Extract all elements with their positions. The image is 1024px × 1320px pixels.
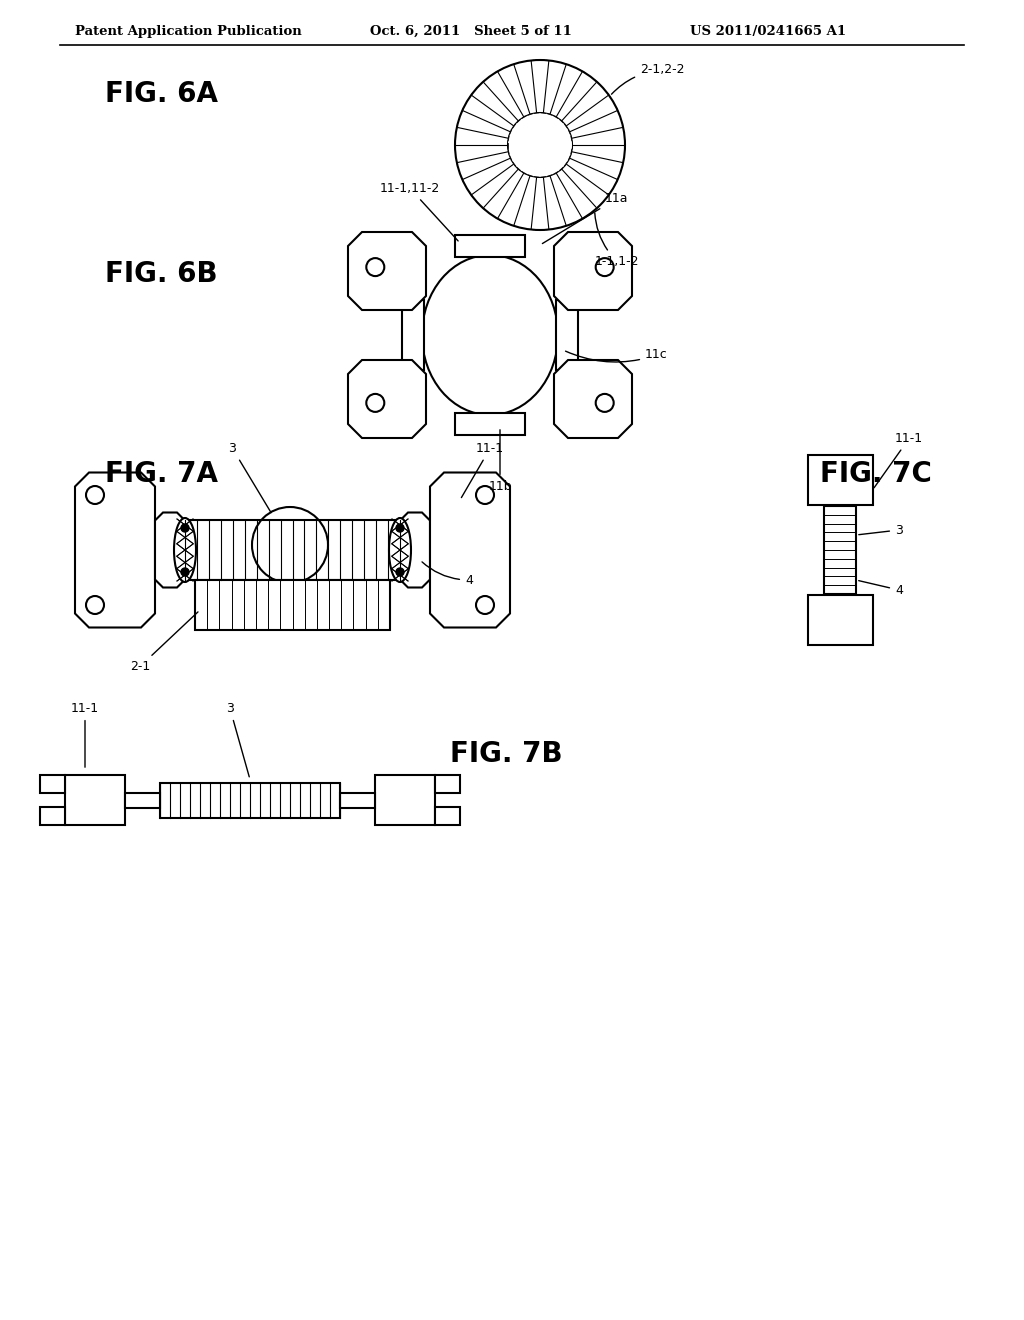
- Text: FIG. 6A: FIG. 6A: [105, 81, 218, 108]
- Polygon shape: [75, 473, 155, 627]
- Text: 2-1,2-2: 2-1,2-2: [611, 63, 684, 94]
- Polygon shape: [348, 360, 426, 438]
- Text: 11-1: 11-1: [874, 432, 923, 487]
- Text: 4: 4: [859, 581, 903, 597]
- Polygon shape: [554, 360, 632, 438]
- Text: US 2011/0241665 A1: US 2011/0241665 A1: [690, 25, 846, 38]
- Circle shape: [396, 524, 404, 532]
- Bar: [435, 775, 460, 793]
- Text: FIG. 7A: FIG. 7A: [105, 459, 218, 488]
- Circle shape: [508, 114, 572, 177]
- Text: 3: 3: [859, 524, 903, 536]
- Bar: [455, 235, 525, 257]
- Bar: [125, 792, 160, 808]
- Polygon shape: [348, 232, 426, 310]
- Bar: [160, 783, 340, 817]
- Bar: [808, 455, 872, 506]
- Bar: [402, 300, 424, 370]
- Text: 11-1: 11-1: [71, 702, 99, 767]
- Ellipse shape: [174, 517, 196, 582]
- Text: 2-1: 2-1: [130, 612, 198, 673]
- Bar: [808, 595, 872, 645]
- Polygon shape: [554, 232, 632, 310]
- Text: 11-1,11-2: 11-1,11-2: [380, 182, 458, 242]
- Text: 4: 4: [422, 562, 473, 586]
- Bar: [340, 792, 375, 808]
- Text: FIG. 6B: FIG. 6B: [105, 260, 218, 288]
- Circle shape: [181, 524, 189, 532]
- Bar: [556, 300, 578, 370]
- Text: 3: 3: [226, 702, 249, 777]
- Text: 3: 3: [228, 442, 271, 512]
- Bar: [65, 775, 125, 825]
- Text: 1-1,1-2: 1-1,1-2: [595, 213, 640, 268]
- Text: 11a: 11a: [543, 191, 629, 244]
- Polygon shape: [155, 512, 185, 587]
- Bar: [455, 413, 525, 436]
- Polygon shape: [430, 473, 510, 627]
- Bar: [195, 579, 390, 630]
- Text: FIG. 7B: FIG. 7B: [450, 741, 562, 768]
- Bar: [435, 807, 460, 825]
- Text: 11-1: 11-1: [462, 442, 504, 498]
- Polygon shape: [400, 512, 430, 587]
- Bar: [40, 775, 65, 793]
- Ellipse shape: [389, 517, 411, 582]
- Circle shape: [181, 568, 189, 576]
- Bar: [824, 506, 856, 594]
- Text: Patent Application Publication: Patent Application Publication: [75, 25, 302, 38]
- Bar: [375, 775, 435, 825]
- Text: FIG. 7C: FIG. 7C: [820, 459, 932, 488]
- Bar: [40, 807, 65, 825]
- Text: 11b: 11b: [488, 430, 512, 492]
- Text: 11c: 11c: [565, 348, 668, 362]
- Bar: [185, 520, 400, 579]
- Circle shape: [396, 568, 404, 576]
- Text: Oct. 6, 2011   Sheet 5 of 11: Oct. 6, 2011 Sheet 5 of 11: [370, 25, 571, 38]
